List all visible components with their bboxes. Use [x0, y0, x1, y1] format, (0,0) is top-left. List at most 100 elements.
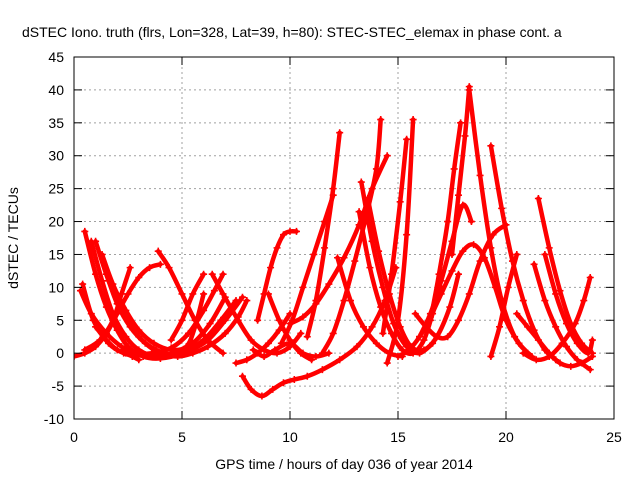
data-point [219, 290, 227, 298]
series-arc [81, 264, 134, 354]
data-point [586, 366, 594, 374]
data-point [310, 250, 318, 258]
data-point [219, 349, 227, 357]
data-point [377, 116, 385, 124]
y-tick-label: 40 [48, 82, 64, 98]
data-point [420, 346, 428, 354]
data-point [519, 297, 527, 305]
data-point [210, 287, 218, 295]
data-point [141, 339, 149, 347]
data-point [290, 376, 298, 384]
data-point [580, 297, 588, 305]
data-point [208, 270, 216, 278]
data-point [403, 231, 411, 239]
data-point [135, 273, 143, 281]
data-point [243, 356, 251, 364]
data-point [524, 323, 532, 331]
data-point [340, 254, 348, 262]
data-point [444, 333, 452, 341]
data-point [476, 257, 484, 265]
data-point [379, 283, 387, 291]
data-point [556, 287, 564, 295]
data-point [92, 323, 100, 331]
data-point [396, 198, 404, 206]
series-arc [238, 264, 400, 400]
data-point [534, 336, 542, 344]
data-point [541, 250, 549, 258]
data-point [433, 333, 441, 341]
data-point [513, 250, 521, 258]
data-point [556, 359, 564, 367]
data-point [368, 323, 376, 331]
data-point [552, 290, 560, 298]
series-line [209, 271, 304, 356]
data-point [530, 260, 538, 268]
series-line [449, 84, 472, 257]
data-point [124, 343, 132, 351]
series-arc [264, 290, 316, 364]
data-point [450, 165, 458, 173]
data-point [377, 303, 385, 311]
data-point [454, 270, 462, 278]
data-point [204, 336, 212, 344]
data-point [269, 385, 277, 393]
series-arc [98, 250, 208, 354]
data-point [336, 129, 344, 137]
data-point [465, 86, 473, 94]
axes: -10 -5 0 5 10 15 20 25 30 35 40 45 0 5 10 15 20 25 [44, 49, 622, 445]
data-point [496, 323, 504, 331]
series-arc [379, 135, 411, 337]
data-point [167, 336, 175, 344]
data-point [254, 316, 262, 324]
data-point [355, 208, 363, 216]
data-point [487, 352, 495, 360]
y-tick-label: -10 [44, 411, 64, 427]
data-point [128, 352, 136, 360]
data-point [426, 316, 434, 324]
grid [74, 57, 614, 419]
series-arc [534, 195, 596, 357]
data-point [534, 195, 542, 203]
data-point [379, 329, 387, 337]
data-point [366, 264, 374, 272]
data-point [446, 303, 454, 311]
data-point [96, 336, 104, 344]
data-point [586, 273, 594, 281]
y-tick-label: 35 [48, 115, 64, 131]
x-tick-label: 0 [70, 429, 78, 445]
data-point [312, 352, 320, 360]
data-point [308, 356, 316, 364]
series-arc [513, 310, 596, 370]
data-point [277, 339, 285, 347]
data-point [454, 191, 462, 199]
data-point [191, 316, 199, 324]
x-tick-label: 15 [390, 429, 406, 445]
data-point [102, 336, 110, 344]
data-point [113, 346, 121, 354]
data-point [204, 343, 212, 351]
data-point [238, 293, 246, 301]
y-tick-label: 30 [48, 148, 64, 164]
data-point [118, 290, 126, 298]
series-arc [318, 116, 385, 357]
data-point [359, 323, 367, 331]
data-point [118, 343, 126, 351]
y-tick-label: 20 [48, 214, 64, 230]
data-point [275, 326, 283, 334]
data-point [258, 392, 266, 400]
data-point [299, 283, 307, 291]
data-point [372, 339, 380, 347]
series-arc [530, 260, 594, 374]
series-arc [92, 323, 143, 364]
data-point [459, 247, 467, 255]
data-point [275, 316, 283, 324]
data-point [219, 270, 227, 278]
series-line [279, 192, 336, 346]
data-point [122, 349, 130, 357]
data-point [476, 171, 484, 179]
data-point [372, 165, 380, 173]
x-tick-label: 5 [178, 429, 186, 445]
data-point [346, 297, 354, 305]
data-point [189, 290, 197, 298]
